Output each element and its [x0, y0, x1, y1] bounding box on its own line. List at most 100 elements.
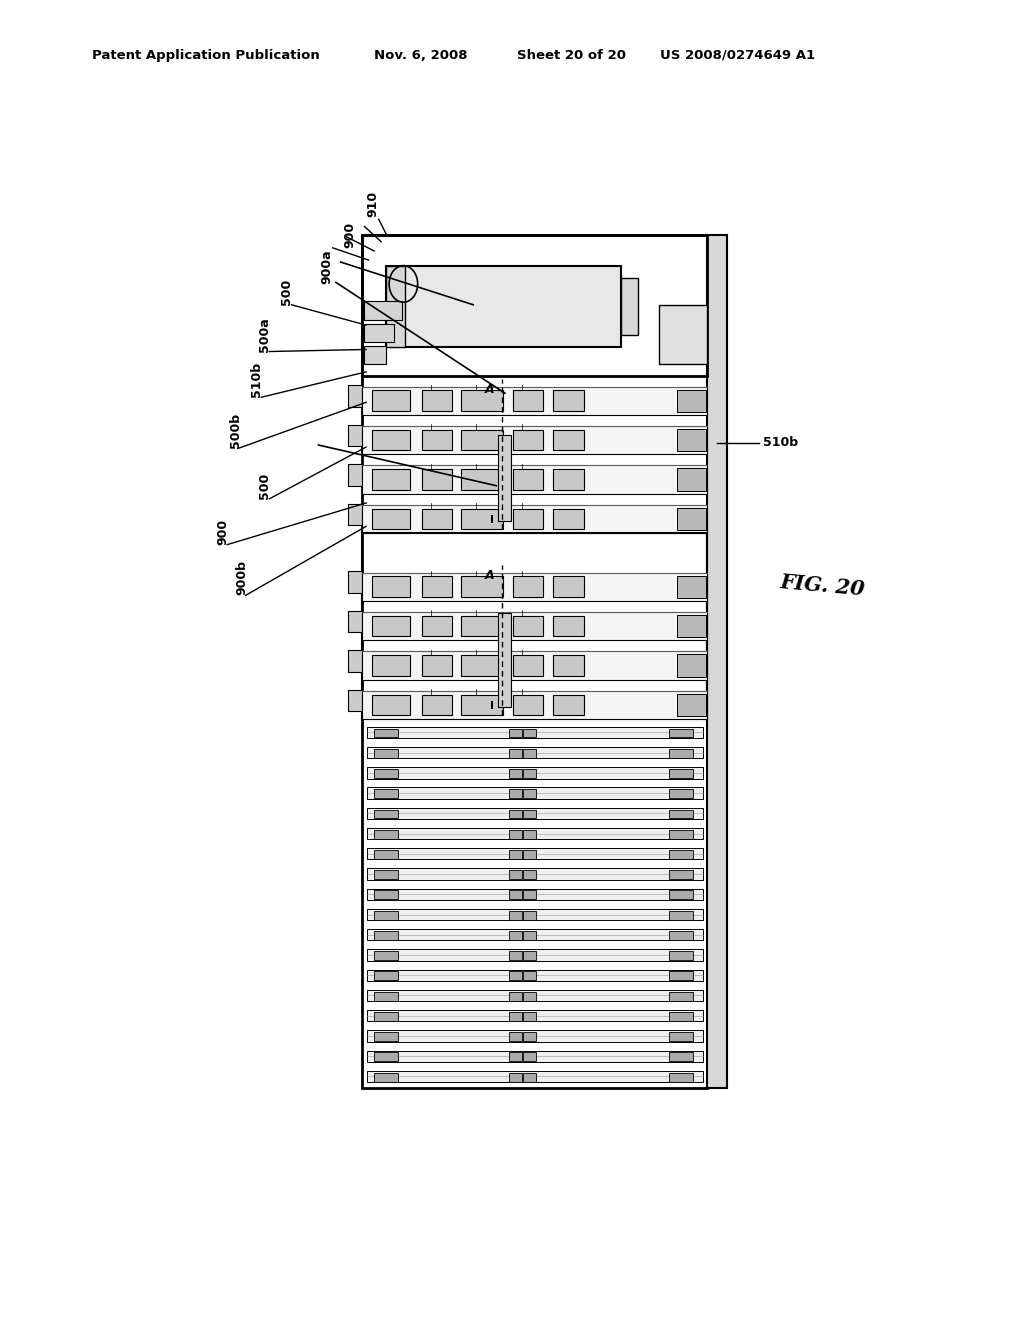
Bar: [621, 279, 639, 335]
Bar: [499, 434, 511, 521]
Bar: [523, 972, 536, 981]
Bar: [367, 727, 702, 738]
Bar: [523, 809, 536, 818]
Bar: [374, 850, 397, 859]
Bar: [513, 508, 543, 529]
Bar: [509, 729, 521, 738]
Bar: [374, 870, 397, 879]
Bar: [523, 789, 536, 799]
Bar: [422, 616, 452, 636]
Bar: [367, 949, 702, 961]
Text: 900: 900: [217, 519, 229, 545]
Bar: [367, 828, 702, 840]
Bar: [553, 694, 585, 715]
Bar: [509, 870, 521, 879]
Bar: [461, 469, 503, 490]
Bar: [670, 729, 693, 738]
Bar: [509, 770, 521, 777]
Text: 500: 500: [281, 279, 293, 305]
Bar: [677, 615, 706, 638]
Bar: [670, 1032, 693, 1041]
Bar: [386, 265, 406, 347]
Bar: [670, 870, 693, 879]
Bar: [708, 235, 727, 1089]
Bar: [367, 808, 702, 818]
Bar: [509, 1073, 521, 1081]
Bar: [670, 1073, 693, 1081]
Bar: [677, 694, 706, 715]
Text: 500b: 500b: [228, 413, 242, 447]
Text: A: A: [484, 383, 494, 396]
Bar: [374, 991, 397, 1001]
Text: A: A: [484, 569, 494, 582]
Bar: [367, 929, 702, 940]
Bar: [509, 931, 521, 940]
Bar: [367, 767, 702, 779]
Bar: [461, 616, 503, 636]
Text: 900: 900: [344, 222, 356, 248]
Text: Nov. 6, 2008: Nov. 6, 2008: [374, 49, 467, 62]
Bar: [362, 387, 708, 414]
Bar: [362, 504, 708, 533]
Bar: [374, 1052, 397, 1061]
Bar: [362, 612, 708, 640]
Bar: [677, 389, 706, 412]
Bar: [670, 1012, 693, 1020]
Bar: [461, 508, 503, 529]
Bar: [670, 991, 693, 1001]
Bar: [372, 616, 410, 636]
Text: 900b: 900b: [234, 561, 248, 595]
Bar: [374, 809, 397, 818]
Bar: [362, 426, 708, 454]
Bar: [367, 747, 702, 758]
Bar: [513, 694, 543, 715]
Bar: [362, 533, 708, 719]
Bar: [677, 576, 706, 598]
Bar: [523, 991, 536, 1001]
Bar: [677, 655, 706, 677]
Bar: [362, 235, 708, 1089]
Bar: [367, 888, 702, 900]
Bar: [461, 577, 503, 597]
Bar: [461, 694, 503, 715]
Bar: [670, 770, 693, 777]
Bar: [374, 931, 397, 940]
Bar: [523, 850, 536, 859]
Bar: [677, 429, 706, 451]
Bar: [670, 809, 693, 818]
Bar: [513, 616, 543, 636]
Bar: [513, 655, 543, 676]
Bar: [362, 651, 708, 680]
Bar: [367, 1031, 702, 1041]
Bar: [670, 952, 693, 960]
Text: 510b: 510b: [763, 437, 798, 450]
Bar: [374, 891, 397, 899]
Bar: [509, 911, 521, 920]
Bar: [367, 1071, 702, 1082]
Bar: [367, 1051, 702, 1061]
Bar: [364, 301, 401, 319]
Bar: [670, 830, 693, 838]
Bar: [553, 616, 585, 636]
Bar: [523, 1032, 536, 1041]
Bar: [513, 577, 543, 597]
Bar: [523, 1073, 536, 1081]
Bar: [422, 694, 452, 715]
Bar: [523, 931, 536, 940]
Bar: [523, 911, 536, 920]
Bar: [374, 748, 397, 758]
Bar: [523, 1012, 536, 1020]
Text: I: I: [490, 515, 494, 525]
Bar: [367, 970, 702, 981]
Bar: [348, 689, 362, 711]
Bar: [367, 788, 702, 799]
Text: I: I: [490, 701, 494, 711]
Bar: [422, 391, 452, 411]
Bar: [523, 1052, 536, 1061]
Bar: [553, 469, 585, 490]
Bar: [523, 830, 536, 838]
Bar: [523, 891, 536, 899]
Bar: [374, 729, 397, 738]
Bar: [670, 748, 693, 758]
Bar: [509, 891, 521, 899]
